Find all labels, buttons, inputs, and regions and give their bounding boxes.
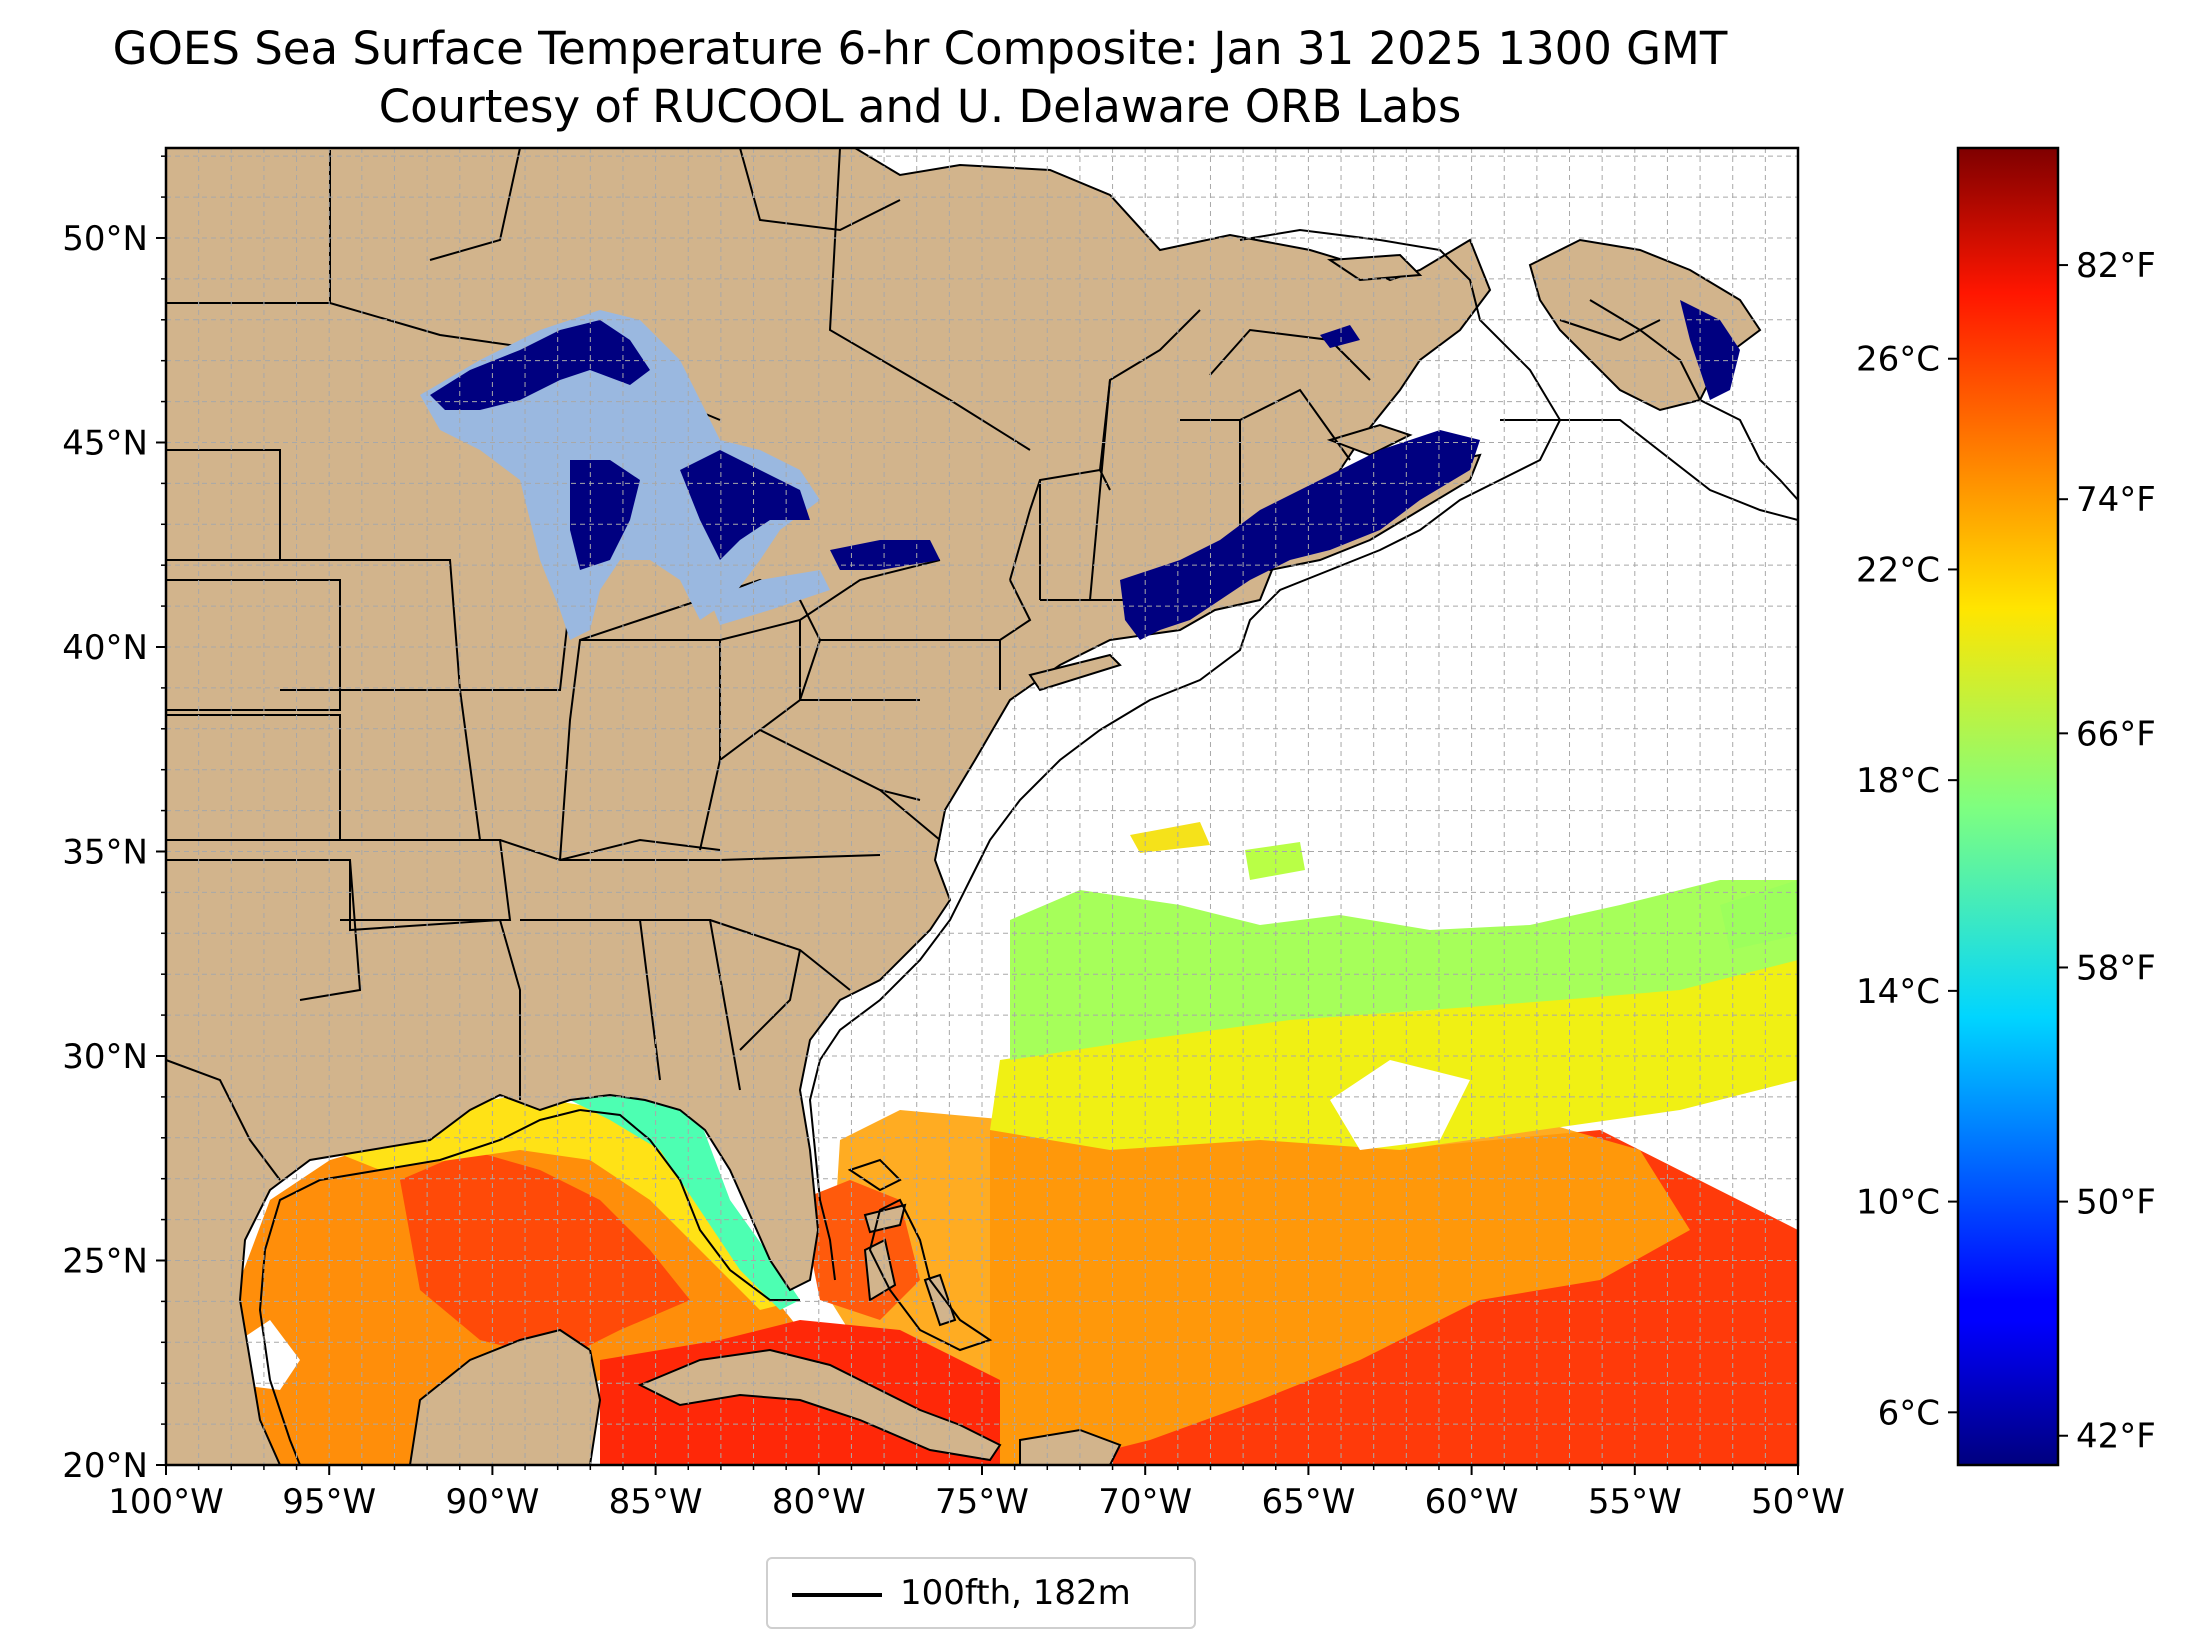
map-area — [166, 148, 1798, 1465]
lat-tick-label: 35°N — [62, 832, 148, 872]
lon-tick-label: 90°W — [445, 1482, 539, 1522]
lake-erie — [710, 570, 830, 625]
sst-atlantic-gap — [1330, 1060, 1470, 1150]
north-america-land — [166, 148, 1492, 1465]
legend: 100fth, 182m — [766, 1557, 1196, 1629]
lat-tick-label: 40°N — [62, 628, 148, 668]
sst-yellow-blob — [1130, 822, 1210, 853]
lake-michigan — [570, 460, 640, 570]
colorbar-celsius-label: 22°C — [1856, 550, 1940, 590]
sst-atlantic-yellow — [990, 960, 1798, 1150]
colorbar-fahrenheit-label: 74°F — [2076, 480, 2156, 520]
colorbar-fahrenheit-label: 50°F — [2076, 1183, 2156, 1223]
lon-axis: 100°W 95°W 90°W 85°W 80°W 75°W 70°W 65°W 60°W 55°… — [108, 1465, 1845, 1522]
lon-tick-label: 75°W — [935, 1482, 1029, 1522]
lon-tick-label: 50°W — [1751, 1482, 1845, 1522]
lat-tick-label: 50°N — [62, 219, 148, 259]
lon-tick-label: 60°W — [1425, 1482, 1519, 1522]
lon-tick-label: 70°W — [1098, 1482, 1192, 1522]
colorbar-fahrenheit-label: 82°F — [2076, 246, 2156, 286]
lon-tick-label: 100°W — [108, 1482, 224, 1522]
figure-title: GOES Sea Surface Temperature 6-hr Compos… — [112, 22, 1728, 75]
pei-land — [1326, 423, 1413, 457]
lon-tick-label: 85°W — [609, 1482, 703, 1522]
lon-tick-label: 65°W — [1261, 1482, 1355, 1522]
lake-ontario — [830, 540, 940, 570]
lat-tick-label: 30°N — [62, 1037, 148, 1077]
colorbar-celsius-label: 14°C — [1856, 972, 1940, 1012]
sst-green-patch — [1720, 880, 1798, 950]
sst-gulf-yellow — [330, 1095, 800, 1310]
colorbar-ticks: 6°C 10°C 14°C 18°C 22°C 26°C 42°F 50°F 58°F 66°F 7… — [1856, 246, 2156, 1457]
lon-tick-label: 55°W — [1588, 1482, 1682, 1522]
colorbar-fahrenheit-label: 66°F — [2076, 714, 2156, 754]
lon-tick-label: 80°W — [772, 1482, 866, 1522]
colorbar-celsius-label: 18°C — [1856, 761, 1940, 801]
legend-line-swatch — [792, 1593, 882, 1597]
sst-fields — [240, 822, 1798, 1465]
colorbar-celsius-label: 26°C — [1856, 340, 1940, 380]
graticule — [166, 148, 1798, 1465]
colorbar-fahrenheit-label: 42°F — [2076, 1417, 2156, 1457]
yucatan-land — [408, 1328, 602, 1465]
anticosti-land — [1327, 253, 1423, 282]
sst-gulf-red — [400, 1150, 690, 1360]
lat-tick-label: 25°N — [62, 1241, 148, 1281]
lat-axis: 20°N 25°N 30°N 35°N 40°N 45°N 50°N — [62, 155, 166, 1486]
colorbar-gradient — [1956, 146, 2060, 1467]
bahamas-eleuthera — [923, 1273, 957, 1327]
cuba-land — [637, 1348, 1002, 1462]
colorbar-celsius-label: 6°C — [1878, 1393, 1940, 1433]
sst-atlantic-orange — [830, 1100, 1690, 1465]
hispaniola-land — [1019, 1428, 1122, 1465]
colorbar: 6°C 10°C 14°C 18°C 22°C 26°C 42°F 50°F 58°F 66°F 7… — [1856, 146, 2156, 1467]
lake-huron — [680, 450, 810, 560]
sst-gulf-cyan — [570, 1090, 800, 1310]
lat-tick-label: 45°N — [62, 423, 148, 463]
lat-tick-label: 20°N — [62, 1446, 148, 1486]
legend-label: 100fth, 182m — [900, 1573, 1131, 1613]
lake-superior — [430, 320, 650, 410]
great-lakes — [420, 310, 940, 640]
colorbar-fahrenheit-label: 58°F — [2076, 948, 2156, 988]
lon-tick-label: 95°W — [282, 1482, 376, 1522]
sst-atlantic-green — [1010, 880, 1798, 1060]
bahamas-abaco — [863, 1203, 907, 1234]
long-island-land — [1028, 653, 1122, 692]
colorbar-celsius-label: 10°C — [1856, 1183, 1940, 1223]
cold-coastal-water — [1120, 300, 1740, 640]
sst-gulf-gap — [240, 1320, 300, 1390]
shelf-outline — [258, 228, 1798, 1465]
figure-subtitle: Courtesy of RUCOOL and U. Delaware ORB L… — [378, 80, 1462, 133]
